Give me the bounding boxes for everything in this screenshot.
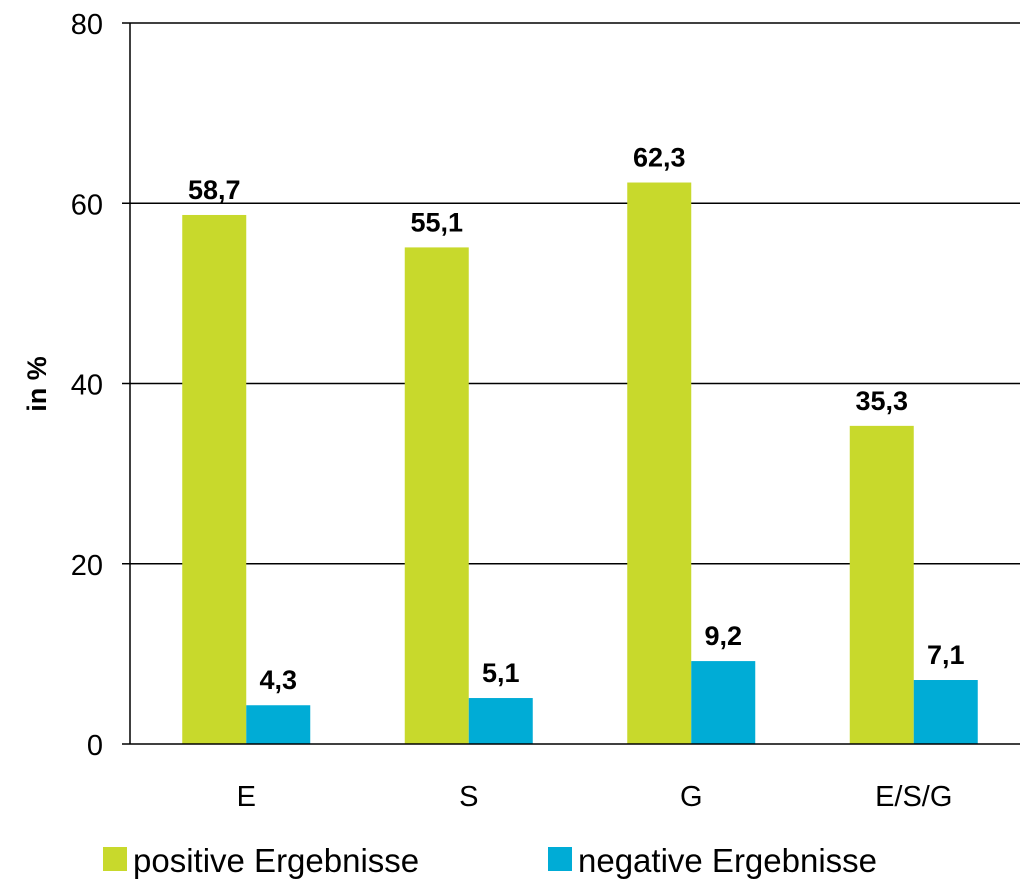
y-tick-label: 40 bbox=[71, 370, 103, 402]
data-label: 55,1 bbox=[410, 207, 463, 237]
bar-positive bbox=[849, 425, 914, 744]
y-tick-label: 0 bbox=[87, 730, 103, 762]
x-category-label: E/S/G bbox=[875, 781, 952, 813]
legend-label-negative: negative Ergebnisse bbox=[578, 842, 877, 879]
data-label: 7,1 bbox=[927, 640, 965, 670]
data-labels: 58,7 4,3 55,1 5,1 62,3 9,2 35,3 7,1 bbox=[188, 143, 965, 696]
legend-swatch-positive bbox=[103, 847, 127, 871]
legend-swatch-negative bbox=[548, 847, 572, 871]
bar-negative bbox=[691, 661, 756, 744]
x-category-label: G bbox=[680, 781, 703, 813]
y-tick-label: 60 bbox=[71, 189, 103, 221]
legend-label-positive: positive Ergebnisse bbox=[133, 842, 419, 879]
bar-positive bbox=[182, 214, 247, 744]
x-category-label: S bbox=[459, 781, 478, 813]
x-category-label: E bbox=[237, 781, 256, 813]
y-tick-label: 80 bbox=[71, 9, 103, 41]
bar-negative bbox=[246, 705, 311, 744]
data-label: 35,3 bbox=[855, 386, 908, 416]
data-label: 5,1 bbox=[482, 658, 520, 688]
data-label: 62,3 bbox=[633, 143, 686, 173]
data-label: 58,7 bbox=[188, 175, 241, 205]
bar-negative bbox=[468, 698, 533, 744]
bar-positive bbox=[627, 182, 692, 745]
y-tick-label: 20 bbox=[71, 550, 103, 582]
data-label: 4,3 bbox=[259, 665, 297, 695]
y-axis-label: in % bbox=[22, 356, 52, 412]
category-labels: E S G E/S/G bbox=[237, 781, 953, 813]
y-tick-labels: 0 20 40 60 80 bbox=[71, 9, 130, 762]
bars bbox=[182, 182, 978, 745]
bar-positive bbox=[404, 247, 469, 744]
legend: positive Ergebnisse negative Ergebnisse bbox=[103, 842, 877, 879]
data-label: 9,2 bbox=[704, 621, 742, 651]
bar-negative bbox=[913, 680, 978, 744]
